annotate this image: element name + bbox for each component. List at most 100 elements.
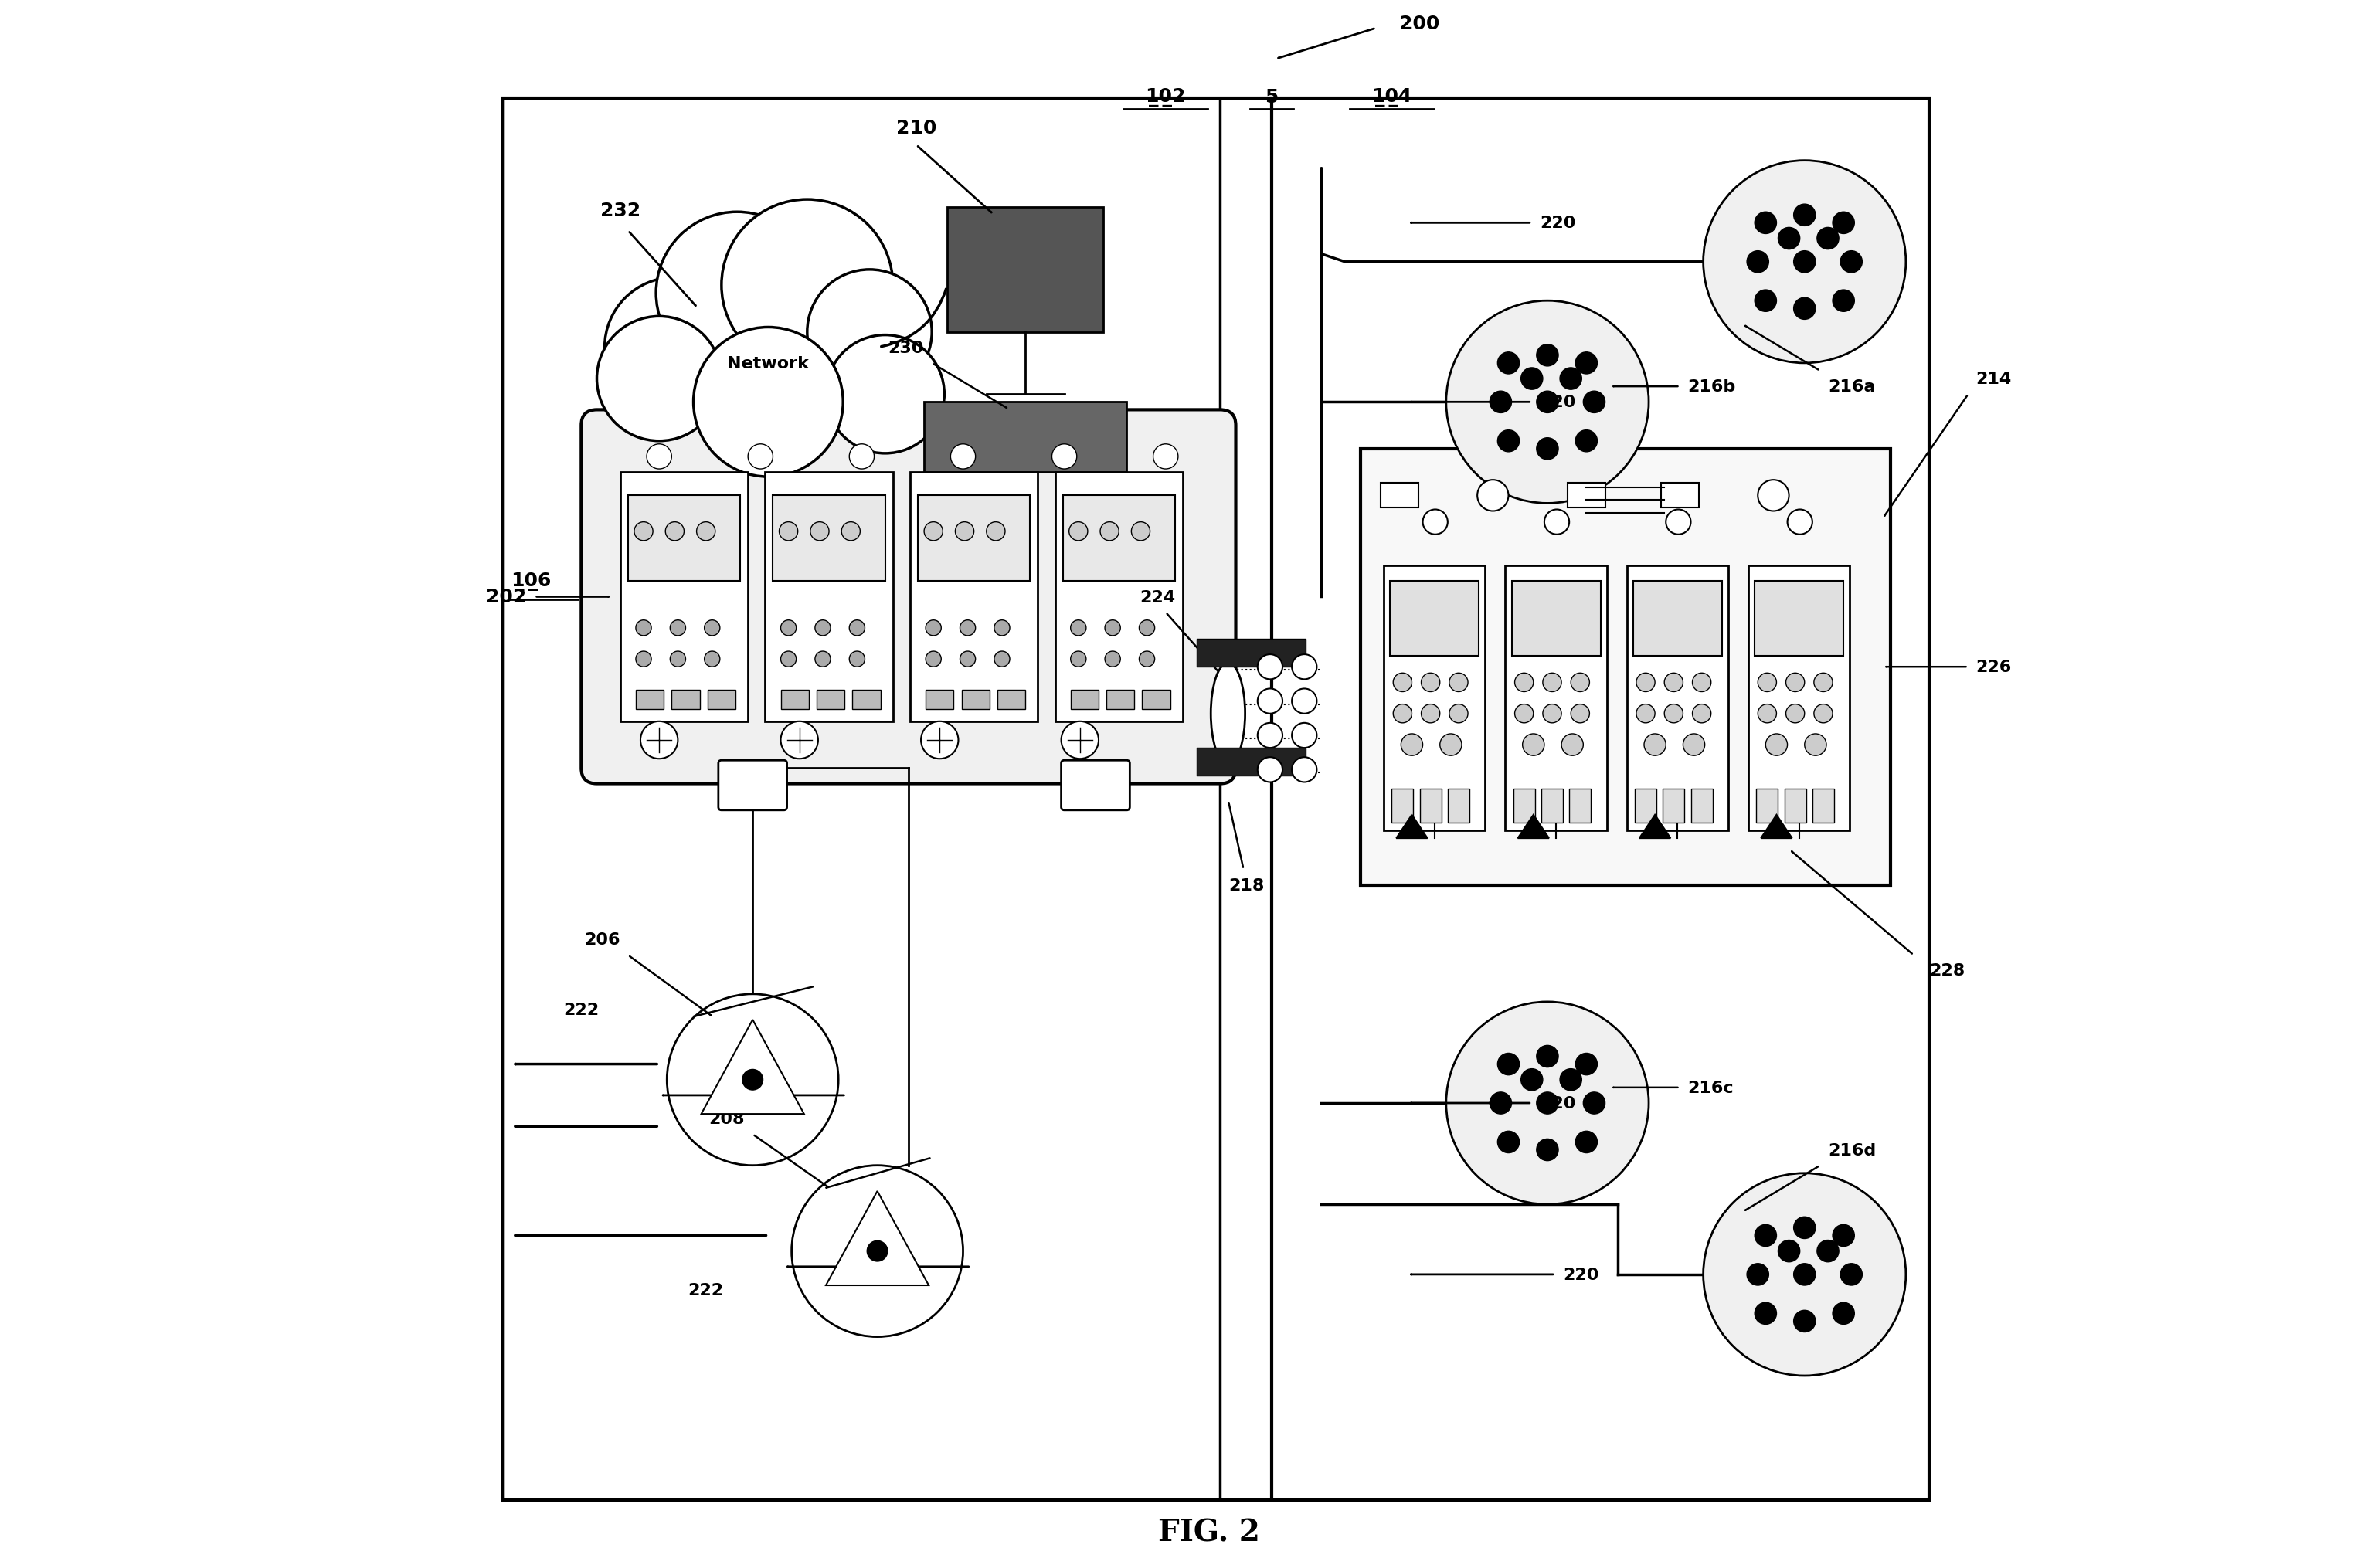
- Circle shape: [1817, 227, 1838, 249]
- FancyBboxPatch shape: [780, 690, 809, 709]
- Circle shape: [1489, 1093, 1512, 1115]
- Circle shape: [1560, 368, 1581, 390]
- Circle shape: [1793, 251, 1814, 273]
- Circle shape: [1584, 392, 1605, 414]
- Circle shape: [1153, 444, 1177, 469]
- Circle shape: [780, 721, 818, 759]
- Circle shape: [842, 522, 861, 541]
- Circle shape: [1070, 522, 1087, 541]
- Circle shape: [925, 652, 942, 668]
- Circle shape: [1833, 1303, 1855, 1325]
- FancyBboxPatch shape: [1812, 789, 1833, 823]
- Text: 220: 220: [1562, 1267, 1598, 1283]
- Circle shape: [951, 444, 975, 469]
- Circle shape: [671, 652, 685, 668]
- Circle shape: [868, 1240, 887, 1262]
- Circle shape: [1515, 673, 1534, 691]
- Circle shape: [1258, 655, 1282, 679]
- Circle shape: [1498, 431, 1520, 452]
- Circle shape: [1562, 734, 1584, 756]
- Circle shape: [1572, 673, 1589, 691]
- FancyBboxPatch shape: [1662, 789, 1684, 823]
- Circle shape: [1693, 704, 1712, 723]
- Circle shape: [1833, 213, 1855, 234]
- Circle shape: [1106, 652, 1120, 668]
- FancyBboxPatch shape: [1569, 789, 1591, 823]
- FancyBboxPatch shape: [918, 495, 1030, 582]
- FancyBboxPatch shape: [996, 690, 1025, 709]
- FancyBboxPatch shape: [1391, 789, 1413, 823]
- Circle shape: [1522, 734, 1543, 756]
- Circle shape: [1446, 301, 1648, 503]
- Circle shape: [604, 278, 744, 419]
- FancyBboxPatch shape: [1063, 495, 1175, 582]
- Circle shape: [1793, 298, 1814, 320]
- FancyBboxPatch shape: [1360, 448, 1891, 886]
- Circle shape: [1817, 1240, 1838, 1262]
- Text: 216d: 216d: [1829, 1143, 1876, 1157]
- Polygon shape: [1517, 815, 1548, 839]
- Circle shape: [1833, 290, 1855, 312]
- Text: 216a: 216a: [1829, 379, 1876, 395]
- Circle shape: [1448, 704, 1467, 723]
- Circle shape: [1061, 721, 1099, 759]
- FancyBboxPatch shape: [925, 690, 954, 709]
- Text: 220: 220: [1539, 395, 1577, 411]
- FancyBboxPatch shape: [1391, 582, 1479, 657]
- Circle shape: [1755, 213, 1776, 234]
- Circle shape: [925, 522, 942, 541]
- Circle shape: [1394, 673, 1413, 691]
- Text: 222: 222: [687, 1283, 723, 1298]
- Circle shape: [1536, 392, 1558, 414]
- FancyBboxPatch shape: [1106, 690, 1134, 709]
- Circle shape: [780, 652, 797, 668]
- Circle shape: [1258, 723, 1282, 748]
- Circle shape: [1665, 673, 1684, 691]
- Circle shape: [806, 270, 932, 395]
- Text: 5: 5: [1265, 88, 1279, 107]
- Circle shape: [1703, 1173, 1905, 1375]
- Circle shape: [994, 621, 1011, 637]
- FancyBboxPatch shape: [671, 690, 699, 709]
- Circle shape: [1786, 704, 1805, 723]
- Text: Network: Network: [728, 356, 809, 372]
- Circle shape: [1515, 704, 1534, 723]
- Circle shape: [1788, 510, 1812, 535]
- Circle shape: [1543, 673, 1562, 691]
- Text: 220: 220: [1539, 216, 1577, 230]
- Circle shape: [849, 621, 866, 637]
- Circle shape: [749, 444, 773, 469]
- Circle shape: [1543, 704, 1562, 723]
- Circle shape: [656, 213, 818, 375]
- Circle shape: [1755, 290, 1776, 312]
- Circle shape: [1757, 480, 1788, 511]
- FancyBboxPatch shape: [1141, 690, 1170, 709]
- Circle shape: [1498, 1054, 1520, 1076]
- Text: 214: 214: [1976, 372, 2012, 387]
- FancyBboxPatch shape: [911, 472, 1037, 721]
- Text: 1̲0̲6: 1̲0̲6: [511, 572, 552, 591]
- Polygon shape: [702, 1019, 804, 1115]
- Circle shape: [647, 444, 671, 469]
- Circle shape: [1577, 353, 1598, 375]
- Circle shape: [1841, 251, 1862, 273]
- FancyBboxPatch shape: [635, 690, 663, 709]
- Circle shape: [1291, 688, 1317, 713]
- FancyBboxPatch shape: [1567, 483, 1605, 508]
- Circle shape: [1258, 757, 1282, 782]
- FancyBboxPatch shape: [1512, 582, 1600, 657]
- Circle shape: [1779, 1240, 1800, 1262]
- Text: 208: 208: [709, 1112, 744, 1126]
- Circle shape: [1703, 162, 1905, 364]
- Text: 216c: 216c: [1688, 1080, 1734, 1096]
- Circle shape: [1101, 522, 1120, 541]
- Circle shape: [721, 201, 892, 372]
- Circle shape: [1793, 205, 1814, 226]
- Polygon shape: [1396, 815, 1427, 839]
- Circle shape: [1139, 621, 1156, 637]
- Circle shape: [1422, 704, 1441, 723]
- FancyBboxPatch shape: [925, 403, 1127, 472]
- Circle shape: [1786, 673, 1805, 691]
- Circle shape: [1833, 1225, 1855, 1247]
- Circle shape: [1536, 1138, 1558, 1160]
